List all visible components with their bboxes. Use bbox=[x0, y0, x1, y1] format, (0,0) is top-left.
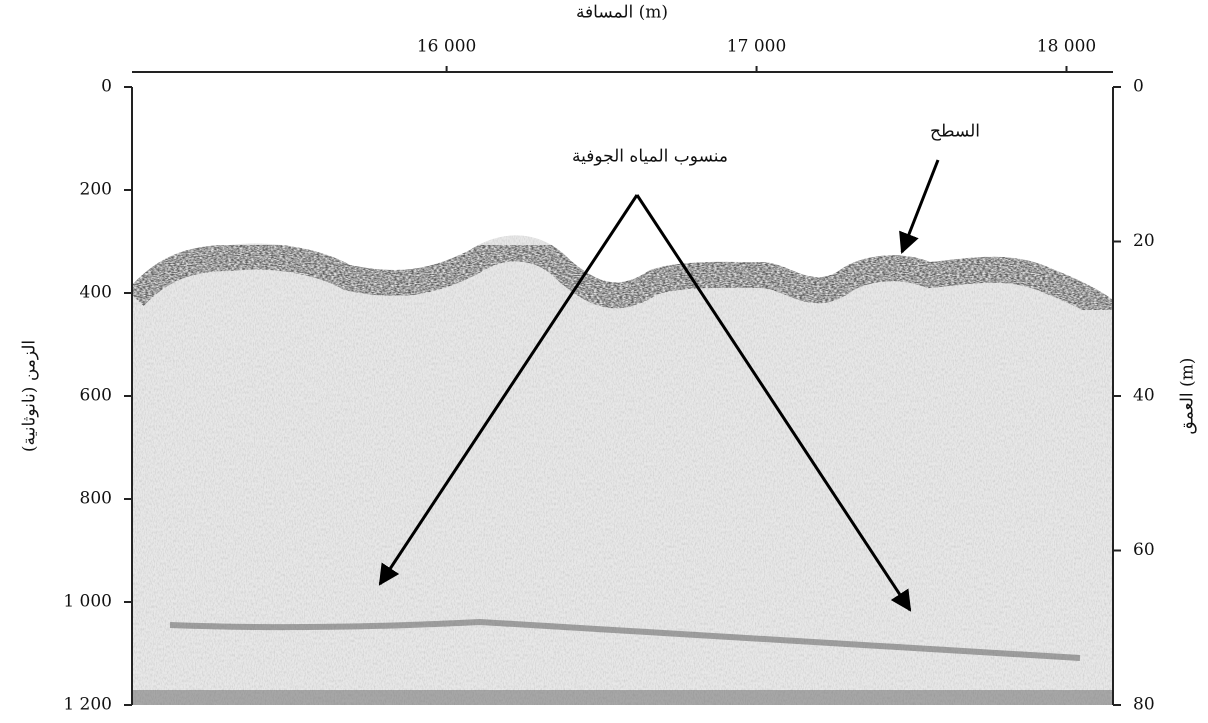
y2-tick-label: 40 bbox=[1133, 386, 1155, 406]
y2-tick-label: 0 bbox=[1133, 77, 1144, 97]
annotation: منسوب المياه الجوفية bbox=[572, 147, 728, 167]
y-tick-label: 200 bbox=[80, 180, 112, 200]
annotation: السطح bbox=[930, 122, 980, 142]
x-tick-label: 16 000 bbox=[417, 37, 476, 57]
chart: المسافة (m) الزمن (نانوثانية) العمق (m) … bbox=[0, 0, 1208, 723]
y-tick-label: 1 200 bbox=[63, 695, 112, 715]
y2-tick-label: 20 bbox=[1133, 231, 1155, 251]
y-tick-label: 800 bbox=[80, 489, 112, 509]
y-tick-label: 1 000 bbox=[63, 592, 112, 612]
y2-tick-label: 80 bbox=[1133, 695, 1155, 715]
y-tick-label: 0 bbox=[101, 77, 112, 97]
x-tick-label: 18 000 bbox=[1037, 37, 1096, 57]
y-tick-label: 600 bbox=[80, 386, 112, 406]
y2-axis-label: العمق (m) bbox=[1178, 358, 1198, 435]
y-axis-label: الزمن (نانوثانية) bbox=[20, 340, 40, 452]
x-axis-label: المسافة (m) bbox=[576, 3, 668, 23]
y-tick-label: 400 bbox=[80, 283, 112, 303]
radar-image bbox=[132, 72, 1113, 705]
x-tick-label: 17 000 bbox=[727, 37, 786, 57]
y2-tick-label: 60 bbox=[1133, 540, 1155, 560]
